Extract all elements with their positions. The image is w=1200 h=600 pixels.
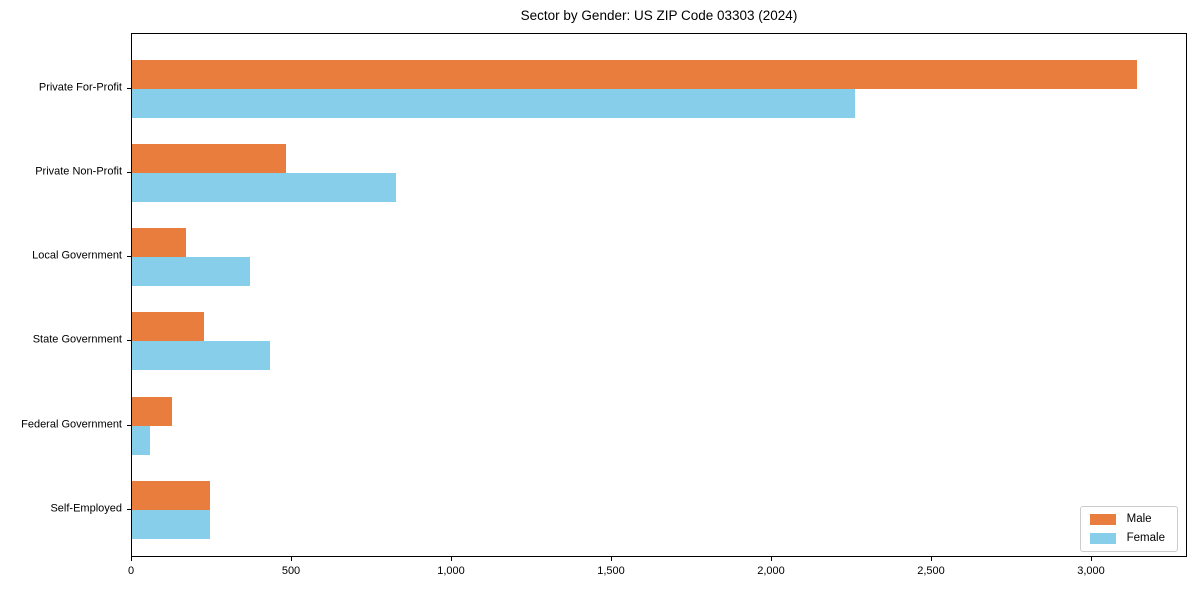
legend-label-female: Female — [1126, 531, 1165, 544]
x-axis-tick — [131, 557, 132, 561]
x-axis-tick-label: 1,500 — [597, 565, 625, 577]
x-axis-tick — [451, 557, 452, 561]
x-axis-tick — [291, 557, 292, 561]
plot-area — [131, 33, 1187, 557]
male-bar-federal-government — [132, 396, 172, 426]
x-axis-tick-label: 0 — [127, 565, 135, 577]
female-bar-state-government — [132, 341, 270, 371]
y-axis-category-label-federal-government: Federal Government — [21, 418, 122, 430]
y-axis-tick — [127, 171, 131, 173]
y-axis-category-label-private-for-profit: Private For-Profit — [38, 81, 122, 94]
male-bar-private-for-profit — [132, 59, 1137, 89]
male-bar-self-employed — [132, 480, 211, 510]
chart-title: Sector by Gender: US ZIP Code 03303 (202… — [520, 8, 798, 23]
y-axis-tick — [127, 424, 131, 426]
x-axis-tick — [611, 557, 612, 561]
female-bar-self-employed — [132, 509, 211, 539]
x-axis-tick — [931, 557, 932, 561]
x-axis-tick — [771, 557, 772, 561]
male-bar-state-government — [132, 312, 204, 342]
y-axis-category-label-state-government: State Government — [32, 333, 122, 346]
y-axis-tick — [127, 340, 131, 342]
female-bar-local-government — [132, 257, 251, 287]
x-axis-tick-label: 500 — [281, 565, 301, 577]
y-axis-tick — [127, 87, 131, 89]
x-axis-tick-label: 2,500 — [917, 565, 945, 577]
x-axis-tick — [1091, 557, 1092, 561]
legend-swatch-female — [1089, 532, 1116, 544]
legend-row-male: Male — [1089, 513, 1165, 526]
male-bar-local-government — [132, 228, 187, 258]
legend-label-male: Male — [1126, 513, 1152, 525]
y-axis-tick — [127, 256, 131, 258]
female-bar-private-non-profit — [132, 172, 396, 202]
y-axis-tick — [127, 508, 131, 510]
x-axis-tick-label: 3,000 — [1077, 565, 1105, 577]
x-axis-tick-label: 2,000 — [757, 565, 785, 577]
female-bar-private-for-profit — [132, 88, 856, 118]
x-axis-tick-label: 1,000 — [437, 565, 465, 577]
legend-row-female: Female — [1089, 531, 1165, 545]
female-bar-federal-government — [132, 425, 150, 455]
male-bar-private-non-profit — [132, 143, 286, 173]
y-axis-category-label-local-government: Local Government — [32, 249, 122, 262]
legend: Male Female — [1079, 506, 1178, 552]
y-axis-category-label-private-non-profit: Private Non-Profit — [35, 165, 122, 178]
y-axis-category-label-self-employed: Self-Employed — [50, 502, 122, 515]
legend-swatch-male — [1089, 514, 1116, 526]
